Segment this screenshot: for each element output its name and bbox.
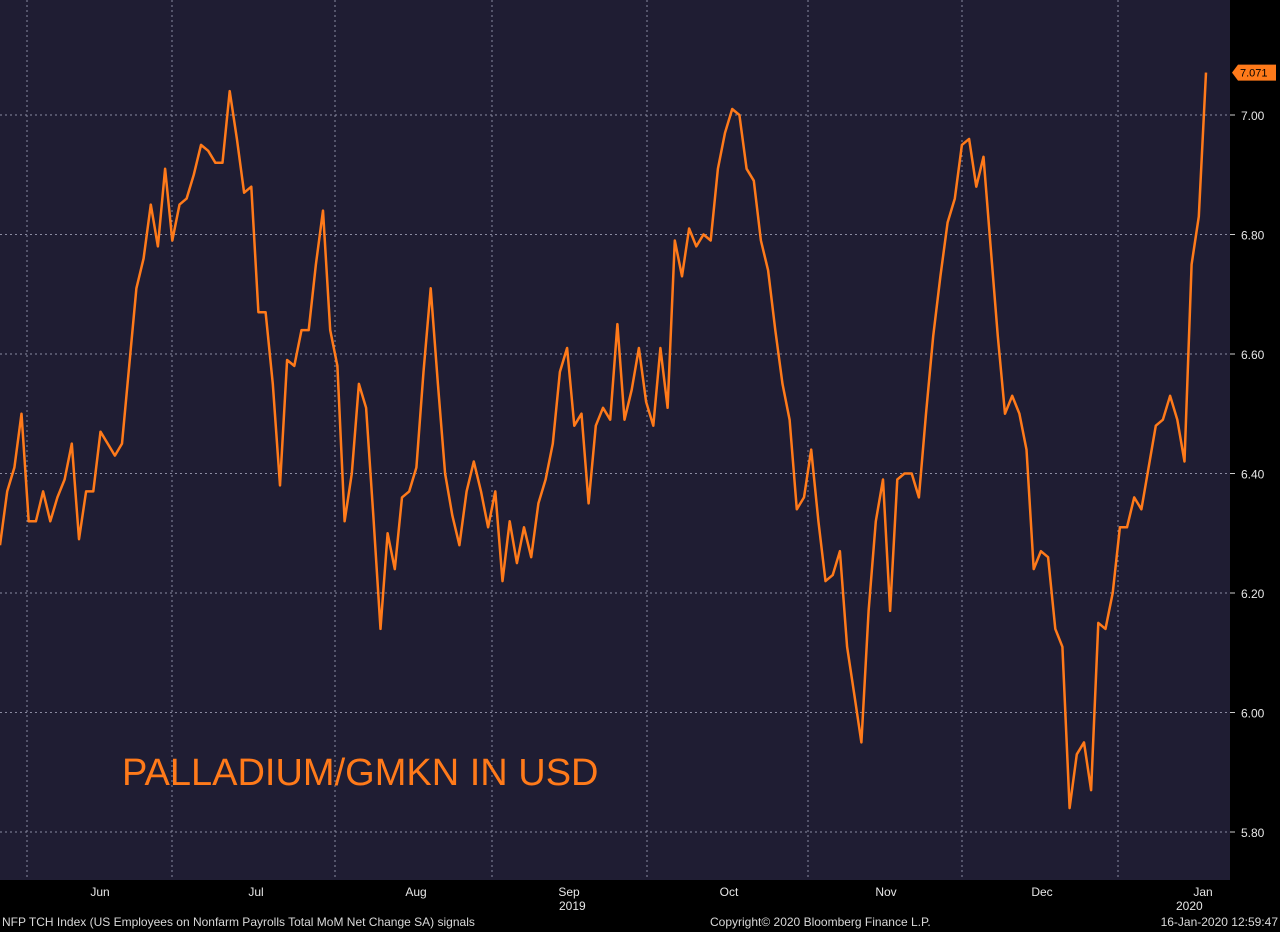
x-tick-label: Jun <box>90 885 109 899</box>
y-tick-label: 6.00 <box>1241 707 1265 721</box>
last-value-badge <box>1232 64 1276 81</box>
y-axis-panel <box>1230 0 1280 932</box>
footer-source: NFP TCH Index (US Employees on Nonfarm P… <box>2 915 475 929</box>
footer-timestamp: 16-Jan-2020 12:59:47 <box>1160 915 1278 929</box>
y-tick-label: 6.40 <box>1241 468 1265 482</box>
x-year-label: 2020 <box>1176 899 1203 913</box>
x-tick-label: Jan <box>1193 885 1212 899</box>
x-tick-label: Dec <box>1031 885 1052 899</box>
x-year-label: 2019 <box>559 899 586 913</box>
last-value-label: 7.071 <box>1240 68 1268 80</box>
x-tick-label: Aug <box>405 885 426 899</box>
chart-annotation: PALLADIUM/GMKN IN USD <box>122 752 598 794</box>
footer-copyright: Copyright© 2020 Bloomberg Finance L.P. <box>710 915 931 929</box>
plot-area <box>0 0 1230 880</box>
y-tick-label: 7.00 <box>1241 109 1265 123</box>
x-tick-label: Jul <box>248 885 263 899</box>
y-tick-label: 5.80 <box>1241 826 1265 840</box>
x-tick-label: Nov <box>875 885 896 899</box>
y-tick-label: 6.60 <box>1241 348 1265 362</box>
y-tick-label: 6.20 <box>1241 587 1265 601</box>
y-tick-label: 6.80 <box>1241 229 1265 243</box>
x-tick-label: Oct <box>720 885 739 899</box>
series-layer <box>0 72 1208 810</box>
x-axis-panel <box>0 880 1280 932</box>
series-line <box>0 72 1208 810</box>
x-tick-label: Sep <box>558 885 580 899</box>
